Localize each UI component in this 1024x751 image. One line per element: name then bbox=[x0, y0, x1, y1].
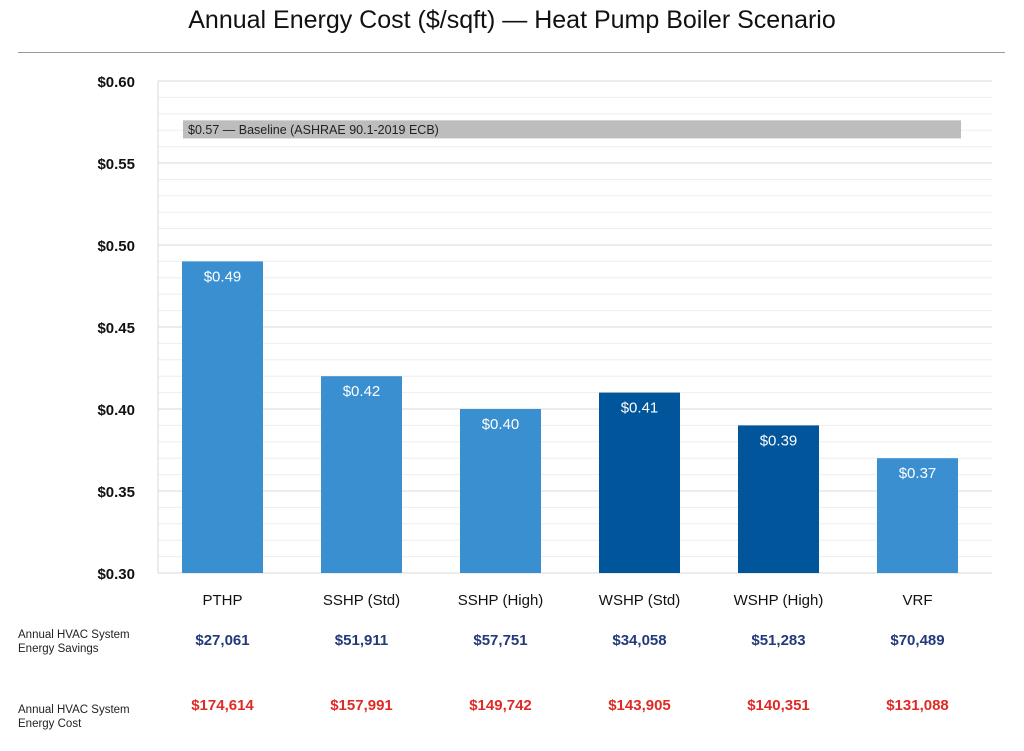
cost-value: $174,614 bbox=[191, 697, 254, 714]
bar bbox=[738, 425, 819, 573]
bar bbox=[877, 458, 958, 573]
bar-data-label: $0.39 bbox=[760, 432, 798, 449]
cost-value: $131,088 bbox=[886, 697, 949, 714]
savings-value: $34,058 bbox=[612, 632, 666, 649]
y-tick-label: $0.35 bbox=[97, 484, 135, 501]
y-tick-label: $0.45 bbox=[97, 320, 135, 337]
bar-data-label: $0.41 bbox=[621, 400, 659, 417]
bar bbox=[599, 392, 680, 573]
x-tick-label: SSHP (High) bbox=[458, 592, 544, 609]
title-divider bbox=[18, 52, 1005, 53]
x-tick-label: WSHP (Std) bbox=[599, 592, 680, 609]
savings-value: $51,283 bbox=[751, 632, 805, 649]
y-tick-label: $0.50 bbox=[97, 238, 135, 255]
x-tick-label: WSHP (High) bbox=[734, 592, 824, 609]
bar-data-label: $0.37 bbox=[899, 465, 937, 482]
cost-value: $140,351 bbox=[747, 697, 810, 714]
savings-row-label: Annual HVAC System Energy Savings bbox=[18, 629, 130, 655]
cost-value: $149,742 bbox=[469, 697, 532, 714]
x-tick-label: VRF bbox=[903, 592, 933, 609]
y-tick-label: $0.30 bbox=[97, 566, 135, 583]
savings-value: $70,489 bbox=[890, 632, 944, 649]
x-tick-label: PTHP bbox=[202, 592, 242, 609]
cost-row-label: Annual HVAC System Energy Cost bbox=[18, 704, 130, 730]
bar bbox=[182, 261, 263, 573]
bar bbox=[460, 409, 541, 573]
baseline-band bbox=[183, 120, 961, 139]
y-tick-label: $0.60 bbox=[97, 74, 135, 91]
x-tick-label: SSHP (Std) bbox=[323, 592, 400, 609]
bar-data-label: $0.40 bbox=[482, 416, 520, 433]
savings-value: $51,911 bbox=[335, 632, 388, 649]
savings-value: $57,751 bbox=[473, 632, 527, 649]
chart-title: Annual Energy Cost ($/sqft) — Heat Pump … bbox=[188, 6, 836, 34]
bar bbox=[321, 376, 402, 573]
y-tick-label: $0.55 bbox=[97, 156, 135, 173]
cost-value: $157,991 bbox=[330, 697, 393, 714]
baseline-label: $0.57 — Baseline (ASHRAE 90.1-2019 ECB) bbox=[188, 123, 439, 137]
bar-data-label: $0.42 bbox=[343, 383, 381, 400]
savings-value: $27,061 bbox=[195, 632, 249, 649]
y-tick-label: $0.40 bbox=[97, 402, 135, 419]
cost-value: $143,905 bbox=[608, 697, 671, 714]
bar-data-label: $0.49 bbox=[204, 268, 242, 285]
